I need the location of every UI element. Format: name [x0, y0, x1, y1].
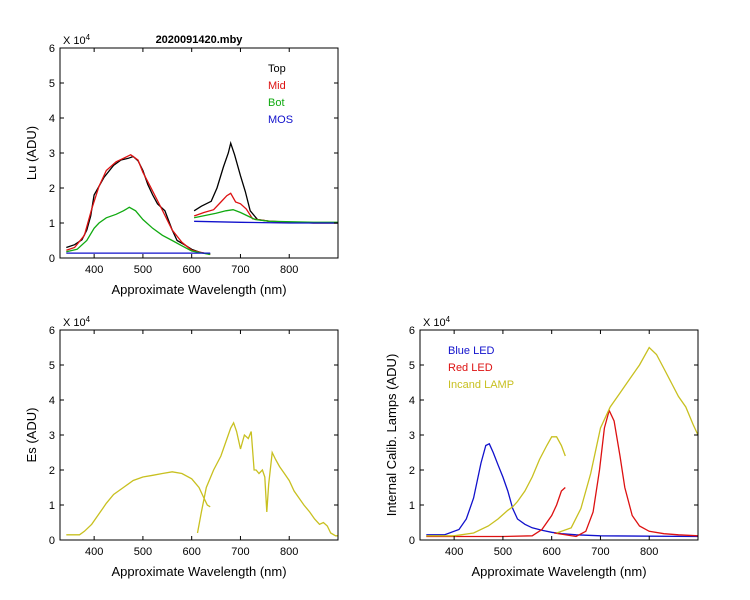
plot-frame [59, 47, 339, 259]
x-tick-label: 800 [280, 546, 298, 558]
series-line-0-2-0 [66, 206, 211, 256]
y-tick-label: 3 [409, 430, 415, 442]
y-tick-label: 3 [49, 430, 55, 442]
y-exponent-label: X 104 [423, 315, 451, 329]
y-tick-label: 4 [409, 395, 415, 407]
y-axis-label: Es (ADU) [24, 408, 39, 463]
series-line-2-1-1 [553, 408, 699, 538]
x-tick-label: 800 [640, 546, 658, 558]
y-tick-label: 3 [49, 148, 55, 160]
series-line-2-1-0 [426, 487, 566, 538]
series-line-0-1-1 [193, 192, 338, 224]
y-tick-label: 5 [49, 360, 55, 372]
chart-panel-2: 400 500 600 700 800 0 1 2 3 4 5 6 X 104 Approximate W… [384, 315, 699, 579]
series-line-2-2-0 [426, 436, 566, 537]
chart-title: 2020091420.mby [156, 34, 244, 46]
y-tick-label: 4 [49, 113, 55, 125]
x-tick-label: 500 [494, 546, 512, 558]
y-tick-label: 5 [409, 360, 415, 372]
x-tick-label: 700 [231, 546, 249, 558]
series-line-1-0-0 [66, 471, 211, 536]
x-axis-label: Approximate Wavelength (nm) [111, 564, 286, 579]
x-axis-label: Approximate Wavelength (nm) [471, 564, 646, 579]
x-tick-label: 600 [183, 546, 201, 558]
y-tick-label: 1 [49, 500, 55, 512]
series-line-1-0-1 [196, 421, 338, 537]
x-tick-label: 600 [183, 264, 201, 276]
legend-entry: MOS [268, 114, 293, 126]
legend-entry: Red LED [448, 362, 493, 374]
series-line-0-3-1 [194, 220, 338, 224]
y-exponent-label: X 104 [63, 33, 91, 47]
legend-entry: Bot [268, 97, 285, 109]
y-tick-label: 0 [409, 535, 415, 547]
y-tick-label: 2 [49, 183, 55, 195]
legend-entry: Mid [268, 80, 286, 92]
x-axis-label: Approximate Wavelength (nm) [111, 282, 286, 297]
x-tick-label: 400 [85, 546, 103, 558]
y-tick-label: 4 [49, 395, 55, 407]
x-tick-label: 400 [85, 264, 103, 276]
y-tick-label: 1 [409, 500, 415, 512]
legend-entry: Blue LED [448, 345, 495, 357]
y-tick-label: 0 [49, 253, 55, 265]
chart-panel-0: 400 500 600 700 800 0 1 2 3 4 5 6 X 104 2020091420.mb… [24, 33, 339, 297]
plot-frame [59, 329, 339, 541]
x-tick-label: 500 [134, 546, 152, 558]
x-tick-label: 700 [231, 264, 249, 276]
series-line-0-0-1 [193, 140, 338, 224]
series-line-0-2-1 [193, 209, 338, 223]
x-tick-label: 500 [134, 264, 152, 276]
y-tick-label: 2 [49, 465, 55, 477]
x-tick-label: 800 [280, 264, 298, 276]
x-tick-label: 400 [445, 546, 463, 558]
x-tick-label: 600 [543, 546, 561, 558]
x-tick-label: 700 [591, 546, 609, 558]
y-tick-label: 0 [49, 535, 55, 547]
y-tick-label: 5 [49, 78, 55, 90]
y-tick-label: 2 [409, 465, 415, 477]
y-axis-label: Lu (ADU) [24, 126, 39, 180]
y-tick-label: 6 [49, 43, 55, 55]
y-axis-label: Internal Calib. Lamps (ADU) [384, 354, 399, 517]
y-tick-label: 1 [49, 218, 55, 230]
y-exponent-label: X 104 [63, 315, 91, 329]
series-line-0-1-0 [66, 154, 211, 256]
legend-entry: Top [268, 63, 286, 75]
chart-panel-1: 400 500 600 700 800 0 1 2 3 4 5 6 X 104 Approximate W… [24, 315, 339, 579]
y-tick-label: 6 [49, 325, 55, 337]
y-tick-label: 6 [409, 325, 415, 337]
series-line-2-2-1 [556, 346, 699, 534]
legend-entry: Incand LAMP [448, 379, 514, 391]
